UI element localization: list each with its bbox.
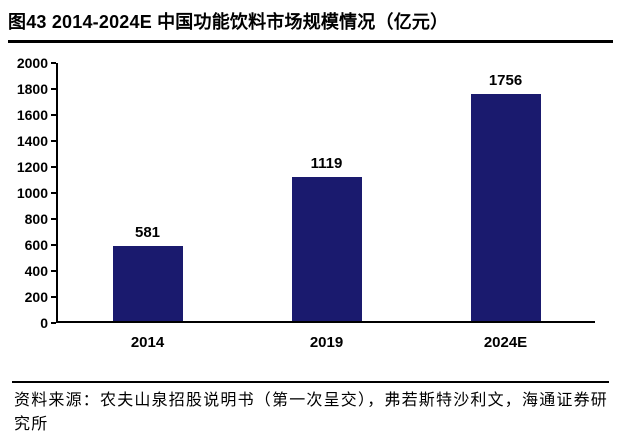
figure-title: 图43 2014-2024E 中国功能饮料市场规模情况（亿元）: [8, 12, 449, 32]
y-axis-tick-label: 1200: [16, 159, 57, 175]
y-axis-tick-label: 600: [24, 237, 57, 253]
x-axis-category-label: 2024E: [483, 334, 528, 351]
bar-slot: 581 2014: [58, 63, 237, 351]
x-axis-category-label: 2014: [130, 334, 165, 351]
y-axis-tick-label: 1600: [16, 107, 57, 123]
bar: [470, 94, 541, 321]
bar-chart: 0 200 400 600 800 1000 1200 1400 1600 1800 2000 58…: [12, 53, 609, 365]
y-axis-tick-label: 0: [40, 315, 56, 331]
y-axis-tick-label: 200: [24, 289, 57, 305]
source-note: 资料来源：农夫山泉招股说明书（第一次呈交），弗若斯特沙利文，海通证券研究所: [12, 381, 609, 437]
y-axis-tick-label: 1800: [16, 81, 57, 97]
x-axis-category-label: 2019: [309, 334, 344, 351]
y-axis-tick-label: 1000: [16, 185, 57, 201]
bar-value-label: 581: [134, 224, 161, 242]
y-axis-tick-label: 2000: [16, 55, 57, 71]
y-axis-tick-label: 800: [24, 211, 57, 227]
bar: [291, 176, 362, 321]
bar-slot: 1119 2019: [237, 63, 416, 351]
y-axis-tick-label: 1400: [16, 133, 57, 149]
bar-value-label: 1756: [488, 72, 523, 90]
bar-value-label: 1119: [310, 154, 343, 172]
y-axis-tick-label: 400: [24, 263, 57, 279]
title-underline: [8, 40, 613, 43]
bar-slot: 1756 2024E: [416, 63, 595, 351]
bar: [112, 246, 183, 321]
y-axis: 0 200 400 600 800 1000 1200 1400 1600 1800 2000: [12, 56, 57, 330]
plot-area: 581 2014 1119 2019 1756 2024E: [56, 63, 595, 351]
